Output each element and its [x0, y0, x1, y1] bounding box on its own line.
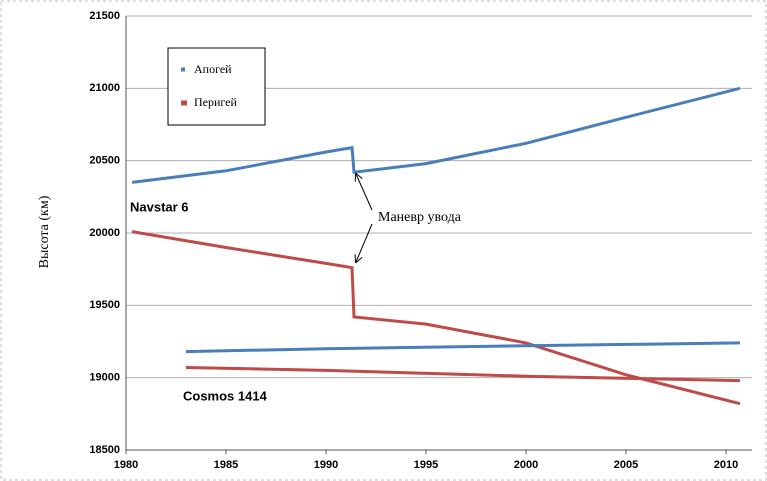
y-tick-label: 18500	[89, 444, 120, 456]
x-tick-label: 1985	[214, 459, 238, 471]
series-line	[131, 86, 741, 184]
legend-swatch	[181, 67, 185, 72]
y-tick-label: 19000	[89, 372, 120, 384]
x-tick-label: 2000	[514, 459, 538, 471]
legend-swatch	[181, 100, 187, 106]
y-axis-label: Высота (км)	[37, 195, 52, 268]
y-tick-label: 21000	[89, 82, 120, 94]
x-tick-label: 1990	[314, 459, 338, 471]
object-label: Navstar 6	[130, 199, 189, 214]
y-tick-label: 20500	[89, 155, 120, 167]
y-tick-label: 21500	[89, 10, 120, 22]
legend-label: Апогей	[194, 62, 232, 76]
x-tick-label: 2005	[614, 459, 638, 471]
series-line	[185, 341, 741, 354]
y-tick-label: 20000	[89, 227, 120, 239]
arrow	[356, 174, 373, 211]
y-tick-label: 19500	[89, 299, 120, 311]
arrow	[356, 223, 373, 262]
legend-box	[167, 47, 266, 126]
x-tick-label: 2010	[714, 459, 738, 471]
series-line	[185, 366, 741, 383]
series-line	[131, 230, 741, 406]
legend-label: Перигей	[194, 95, 238, 109]
plot-area: 18500 19000 19500 20000 20500 21000 21500 1980 1…	[89, 10, 752, 471]
x-tick-label: 1980	[114, 459, 138, 471]
x-tick-label: 1995	[414, 459, 438, 471]
annotation: Маневр увода	[378, 210, 462, 225]
object-label: Cosmos 1414	[183, 388, 268, 403]
